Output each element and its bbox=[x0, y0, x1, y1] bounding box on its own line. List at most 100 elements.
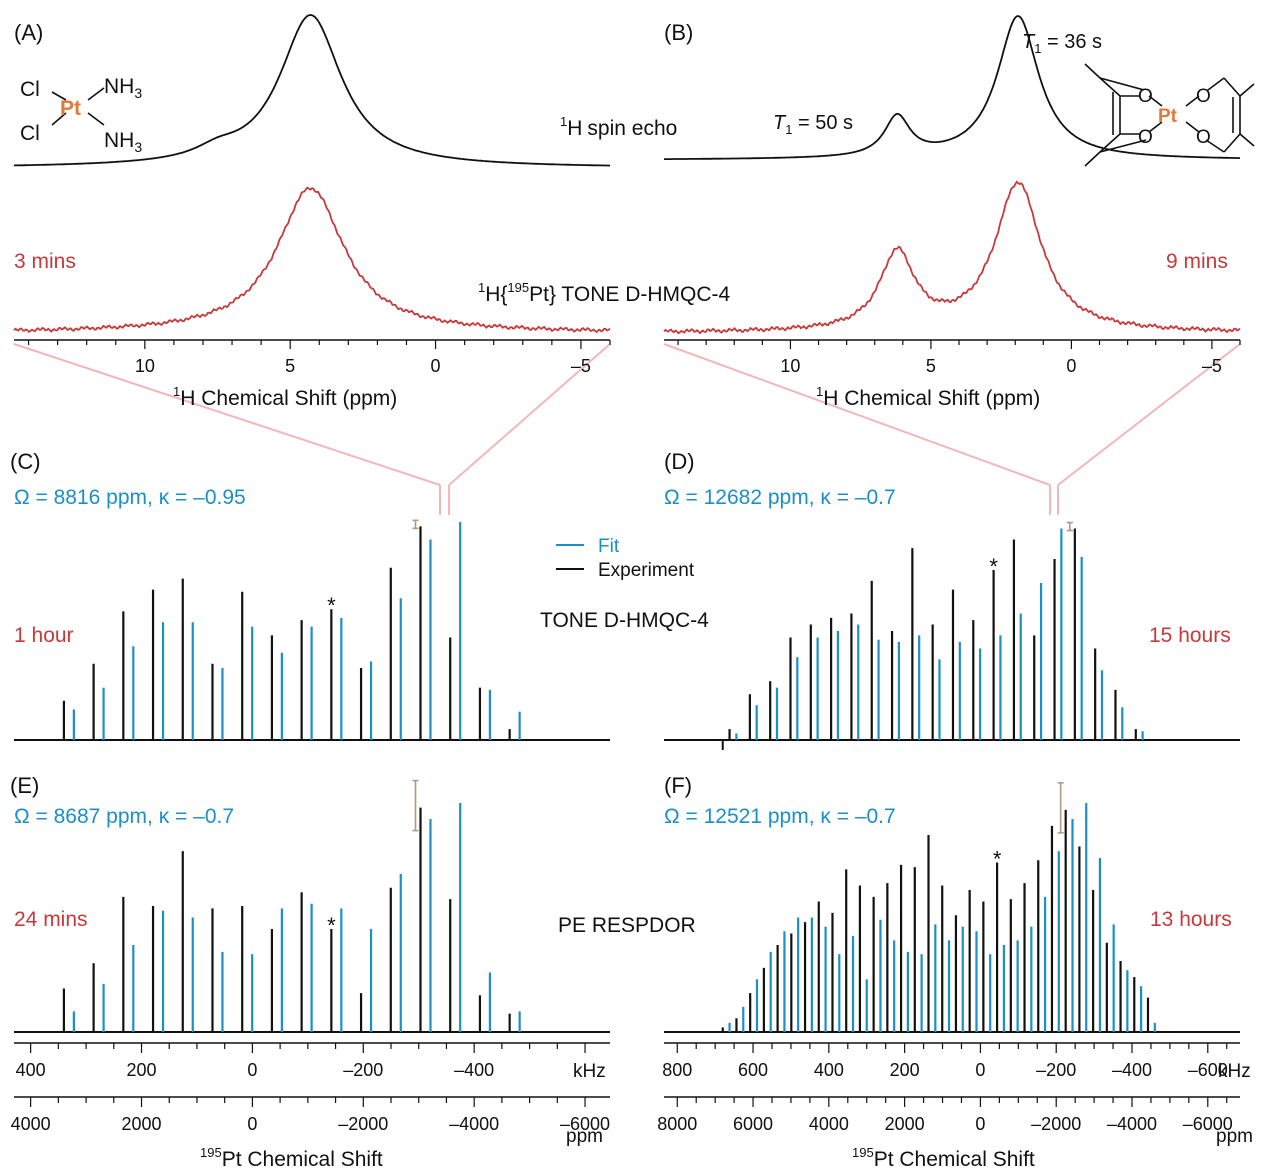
ppm-tick-label: 2000 bbox=[121, 1114, 161, 1134]
legend: Fit Experiment bbox=[556, 536, 695, 581]
spinning-sideband-star: * bbox=[993, 847, 1002, 872]
unit-khz-right: kHz bbox=[1218, 1061, 1251, 1082]
legend-fit-label: Fit bbox=[598, 536, 620, 557]
pt-axis-sup-right: 195 bbox=[852, 1145, 874, 1160]
h-axis-sup-right: 1 bbox=[816, 384, 823, 399]
o-atom-3: O bbox=[1196, 86, 1211, 107]
khz-tick-label: –400 bbox=[454, 1060, 494, 1080]
spinning-sideband-star: * bbox=[989, 554, 998, 579]
khz-tick-label: 800 bbox=[662, 1060, 692, 1080]
panel-label-a: (A) bbox=[14, 20, 43, 45]
h-axis-title-left: H Chemical Shift (ppm) bbox=[180, 387, 397, 410]
khz-tick-label: –200 bbox=[343, 1060, 383, 1080]
ppm-tick-label: –6000 bbox=[1183, 1114, 1233, 1134]
h-axis-title-right: H Chemical Shift (ppm) bbox=[823, 387, 1040, 410]
h-axis-tick-label: –5 bbox=[571, 356, 591, 376]
omega-label-c: Ω = 8816 ppm, κ = –0.95 bbox=[14, 486, 246, 509]
unit-khz-left: kHz bbox=[573, 1061, 606, 1082]
omega-label-f: Ω = 12521 ppm, κ = –0.7 bbox=[664, 805, 896, 828]
ppm-tick-label: 2000 bbox=[885, 1114, 925, 1134]
o-atom-2: O bbox=[1138, 127, 1153, 148]
ppm-tick-label: –2000 bbox=[1031, 1114, 1081, 1134]
h-axis-sup-left: 1 bbox=[173, 384, 180, 399]
panel-label-e: (E) bbox=[10, 773, 39, 798]
time-label-e: 24 mins bbox=[14, 908, 88, 931]
zoom-guide-line bbox=[1057, 343, 1241, 486]
ppm-tick-label: –4000 bbox=[449, 1114, 499, 1134]
pt-axis-title-left: Pt Chemical Shift bbox=[222, 1148, 383, 1171]
khz-tick-label: 400 bbox=[16, 1060, 46, 1080]
time-label-a: 3 mins bbox=[14, 250, 76, 273]
panel-label-f: (F) bbox=[664, 773, 692, 798]
svg-text:195Pt Chemical Shift: 195Pt Chemical Shift bbox=[852, 1145, 1035, 1171]
ppm-tick-label: 0 bbox=[247, 1114, 257, 1134]
time-label-d: 15 hours bbox=[1149, 624, 1231, 647]
ppm-tick-label: 4000 bbox=[11, 1114, 51, 1134]
time-label-c: 1 hour bbox=[14, 624, 74, 647]
cl-atom-bottom: Cl bbox=[20, 122, 40, 145]
spin-echo-nuc: H bbox=[567, 117, 582, 140]
h-axis-tick-label: 5 bbox=[285, 356, 295, 376]
h-axis-tick-label: –5 bbox=[1202, 356, 1222, 376]
khz-tick-label: –600 bbox=[1188, 1060, 1228, 1080]
nh3-top: NH bbox=[104, 75, 134, 98]
cisplatin-structure: Cl Cl Pt NH3 NH3 bbox=[20, 75, 142, 155]
t1-sub-a: 1 bbox=[785, 122, 792, 137]
ppm-tick-label: 0 bbox=[975, 1114, 985, 1134]
h-axis-tick-label: 0 bbox=[431, 356, 441, 376]
svg-text:T1 = 36 s: T1 = 36 s bbox=[1022, 31, 1102, 56]
khz-tick-label: 0 bbox=[975, 1060, 985, 1080]
o-atom-1: O bbox=[1138, 86, 1153, 107]
svg-text:1H Chemical Shift (ppm): 1H Chemical Shift (ppm) bbox=[816, 384, 1040, 410]
pt-acac-structure bbox=[1084, 63, 1255, 167]
nh3-top-sub: 3 bbox=[134, 85, 142, 101]
svg-text:1H{195Pt} TONE D-HMQC-4: 1H{195Pt} TONE D-HMQC-4 bbox=[478, 280, 731, 306]
platinum-stick-spectra: * * * * bbox=[14, 519, 1240, 1033]
ppm-tick-label: –4000 bbox=[1107, 1114, 1157, 1134]
khz-tick-label: 0 bbox=[247, 1060, 257, 1080]
t1-value-b: = 36 s bbox=[1041, 31, 1102, 53]
svg-text:1H Chemical Shift (ppm): 1H Chemical Shift (ppm) bbox=[173, 384, 397, 410]
legend-exp-label: Experiment bbox=[598, 560, 695, 581]
pt-axis-sup-left: 195 bbox=[200, 1145, 222, 1160]
nh3-bottom-sub: 3 bbox=[134, 139, 142, 155]
tone-1h-post: Pt} TONE D-HMQC-4 bbox=[529, 283, 730, 306]
t1-symbol-a: T bbox=[773, 112, 787, 134]
proton-spectra bbox=[13, 14, 1241, 335]
pt-atom-b: Pt bbox=[1158, 106, 1178, 127]
o-atom-4: O bbox=[1196, 127, 1211, 148]
zoom-guide-line bbox=[448, 343, 611, 486]
ppm-tick-label: 4000 bbox=[809, 1114, 849, 1134]
spin-echo-sup: 1 bbox=[560, 114, 567, 129]
spectrum-a-tone bbox=[13, 186, 611, 334]
cl-atom-top: Cl bbox=[20, 78, 40, 101]
spectrum-b-spin-echo bbox=[664, 15, 1240, 160]
zoom-guides bbox=[13, 343, 1241, 515]
unit-ppm-right: ppm bbox=[1216, 1126, 1253, 1147]
spinning-sideband-star: * bbox=[327, 913, 336, 938]
pt-axis-title-right: Pt Chemical Shift bbox=[874, 1148, 1035, 1171]
tone-1h-pre: H{ bbox=[485, 283, 507, 306]
unit-ppm-left: ppm bbox=[566, 1126, 603, 1147]
respdor-label: PE RESPDOR bbox=[558, 914, 696, 937]
svg-text:195Pt Chemical Shift: 195Pt Chemical Shift bbox=[200, 1145, 383, 1171]
khz-tick-label: 600 bbox=[738, 1060, 768, 1080]
spin-echo-label: spin echo bbox=[587, 117, 677, 140]
spinning-sideband-star: * bbox=[327, 593, 336, 618]
svg-text:NH3: NH3 bbox=[104, 75, 142, 101]
ppm-tick-label: 6000 bbox=[733, 1114, 773, 1134]
ppm-tick-label: 8000 bbox=[657, 1114, 697, 1134]
h-axis-tick-label: 5 bbox=[926, 356, 936, 376]
zoom-guide-line bbox=[663, 343, 1051, 486]
h-axis-tick-label: 10 bbox=[780, 356, 800, 376]
time-label-b: 9 mins bbox=[1166, 250, 1228, 273]
khz-tick-label: 400 bbox=[814, 1060, 844, 1080]
h-axis-tick-label: 0 bbox=[1066, 356, 1076, 376]
time-label-f: 13 hours bbox=[1150, 908, 1232, 931]
t1-symbol-b: T bbox=[1022, 31, 1036, 53]
nh3-bottom: NH bbox=[104, 129, 134, 152]
khz-tick-label: 200 bbox=[126, 1060, 156, 1080]
